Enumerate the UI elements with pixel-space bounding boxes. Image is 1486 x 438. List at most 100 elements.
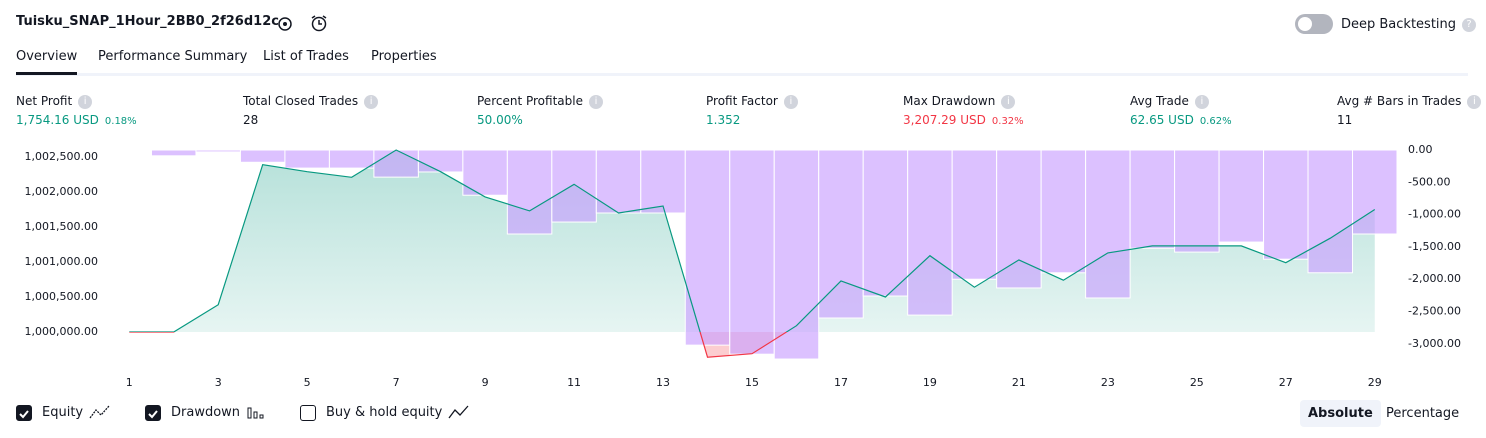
stat-percent: 0.32% <box>991 116 1024 127</box>
info-icon[interactable]: i <box>588 94 603 109</box>
stat-percent: 0.18% <box>104 116 137 127</box>
drawdown-bar <box>862 149 909 297</box>
stat-value: 28 <box>243 113 258 127</box>
drawdown-bar <box>150 149 197 157</box>
deep-backtesting-label: Deep Backtesting? <box>1341 17 1477 32</box>
settings-icon[interactable] <box>276 15 294 33</box>
stat-value: 1,754.16 USD 0.18% <box>16 113 137 127</box>
stat-value-text: 11 <box>1337 113 1353 127</box>
y2-tick-label: 0.00 <box>1408 143 1433 156</box>
stat-value-text: 28 <box>243 113 259 127</box>
stat-value-text: 1,754.16 USD <box>16 113 99 127</box>
stat-label-text: Total Closed Trades <box>243 94 359 108</box>
drawdown-bar <box>595 149 642 214</box>
drawdown-bar <box>1040 149 1087 274</box>
legend-icon <box>89 405 110 419</box>
x-tick-label: 17 <box>834 376 848 389</box>
x-tick-label: 11 <box>567 376 581 389</box>
stat-percent: 0.62% <box>1199 116 1232 127</box>
info-icon[interactable]: i <box>1194 94 1209 109</box>
stat-value-text: 1.352 <box>706 113 741 127</box>
stat-label: Percent Profitable i <box>477 94 603 109</box>
legend-icon <box>448 405 469 419</box>
info-icon[interactable]: i <box>783 94 798 109</box>
drawdown-bar <box>1129 149 1176 249</box>
stat-label: Net Profit i <box>16 94 93 109</box>
y2-tick-label: -1,500.00 <box>1408 240 1461 253</box>
x-tick-label: 15 <box>745 376 759 389</box>
y-tick-label: 1,000,500.00 <box>25 290 98 303</box>
tab[interactable]: Performance Summary <box>98 49 248 64</box>
drawdown-bar <box>907 149 953 316</box>
tab-divider <box>16 73 1468 76</box>
drawdown-bar <box>106 149 152 152</box>
x-tick-label: 5 <box>304 376 311 389</box>
info-icon[interactable]: i <box>1001 94 1016 109</box>
drawdown-bar <box>818 149 864 319</box>
info-icon[interactable]: i <box>364 94 379 109</box>
stat-value: 62.65 USD 0.62% <box>1130 113 1232 127</box>
drawdown-bar <box>284 149 330 169</box>
checkbox[interactable] <box>16 405 32 421</box>
x-tick-label: 1 <box>126 376 133 389</box>
x-tick-label: 25 <box>1190 376 1204 389</box>
stat-value: 50.00% <box>477 113 523 127</box>
drawdown-bar <box>195 149 241 153</box>
drawdown-bar <box>373 149 419 178</box>
y-tick-label: 1,000,000.00 <box>25 325 98 338</box>
deep-backtesting-text: Deep Backtesting <box>1341 17 1457 32</box>
info-icon[interactable]: i <box>78 94 93 109</box>
help-icon[interactable]: ? <box>1462 17 1477 32</box>
y2-tick-label: -2,500.00 <box>1408 305 1461 318</box>
tab[interactable]: Overview <box>16 49 78 64</box>
mode-button[interactable]: Percentage <box>1386 406 1460 421</box>
legend-label: Drawdown <box>171 405 241 420</box>
stat-label: Total Closed Trades i <box>243 94 379 109</box>
drawdown-bar <box>951 149 998 280</box>
stat-label: Avg # Bars in Trades i <box>1337 94 1482 109</box>
strategy-title: Tuisku_SNAP_1Hour_2BB0_2f26d12c <box>16 14 279 29</box>
drawdown-bar <box>462 149 508 196</box>
info-icon[interactable]: i <box>1467 94 1482 109</box>
y-tick-label: 1,002,000.00 <box>25 185 98 198</box>
stat-label-text: Avg Trade <box>1130 94 1189 108</box>
alert-icon[interactable] <box>309 14 329 34</box>
x-tick-label: 21 <box>1012 376 1026 389</box>
drawdown-bar <box>773 149 820 360</box>
legend-icon <box>247 407 264 419</box>
stat-label: Max Drawdown i <box>903 94 1016 109</box>
stat-value: 1.352 <box>706 113 740 127</box>
stat-label-text: Net Profit <box>16 94 73 108</box>
mode-button[interactable]: Absolute <box>1300 400 1381 427</box>
drawdown-bar <box>1263 149 1309 260</box>
drawdown-bar <box>1307 149 1354 274</box>
drawdown-bar <box>996 149 1042 289</box>
stat-label-text: Percent Profitable <box>477 94 583 108</box>
y2-tick-label: -3,000.00 <box>1408 337 1461 350</box>
equity-area <box>129 150 1375 358</box>
y-tick-label: 1,002,500.00 <box>25 150 98 163</box>
stat-label: Profit Factor i <box>706 94 798 109</box>
x-tick-label: 23 <box>1101 376 1115 389</box>
deep-backtesting-toggle[interactable] <box>1295 14 1333 34</box>
y2-tick-label: -500.00 <box>1408 175 1450 188</box>
check-mark <box>19 410 29 419</box>
tab[interactable]: Properties <box>371 49 437 64</box>
y-tick-label: 1,001,500.00 <box>25 220 98 233</box>
stat-label-text: Profit Factor <box>706 94 778 108</box>
drawdown-bar <box>417 149 464 173</box>
tab[interactable]: List of Trades <box>263 49 349 64</box>
tab-underline <box>16 72 77 75</box>
checkbox[interactable] <box>300 405 316 421</box>
stat-value-text: 3,207.29 USD <box>903 113 986 127</box>
stat-label-text: Avg # Bars in Trades <box>1337 94 1462 108</box>
stat-label-text: Max Drawdown <box>903 94 996 108</box>
x-tick-label: 3 <box>215 376 222 389</box>
check-mark <box>148 410 158 419</box>
drawdown-bar <box>1218 149 1265 243</box>
drawdown-bar <box>1085 149 1131 299</box>
checkbox[interactable] <box>145 405 161 421</box>
drawdown-bar <box>1352 149 1398 235</box>
legend-label: Equity <box>42 405 84 420</box>
legend-label: Buy & hold equity <box>326 405 443 420</box>
